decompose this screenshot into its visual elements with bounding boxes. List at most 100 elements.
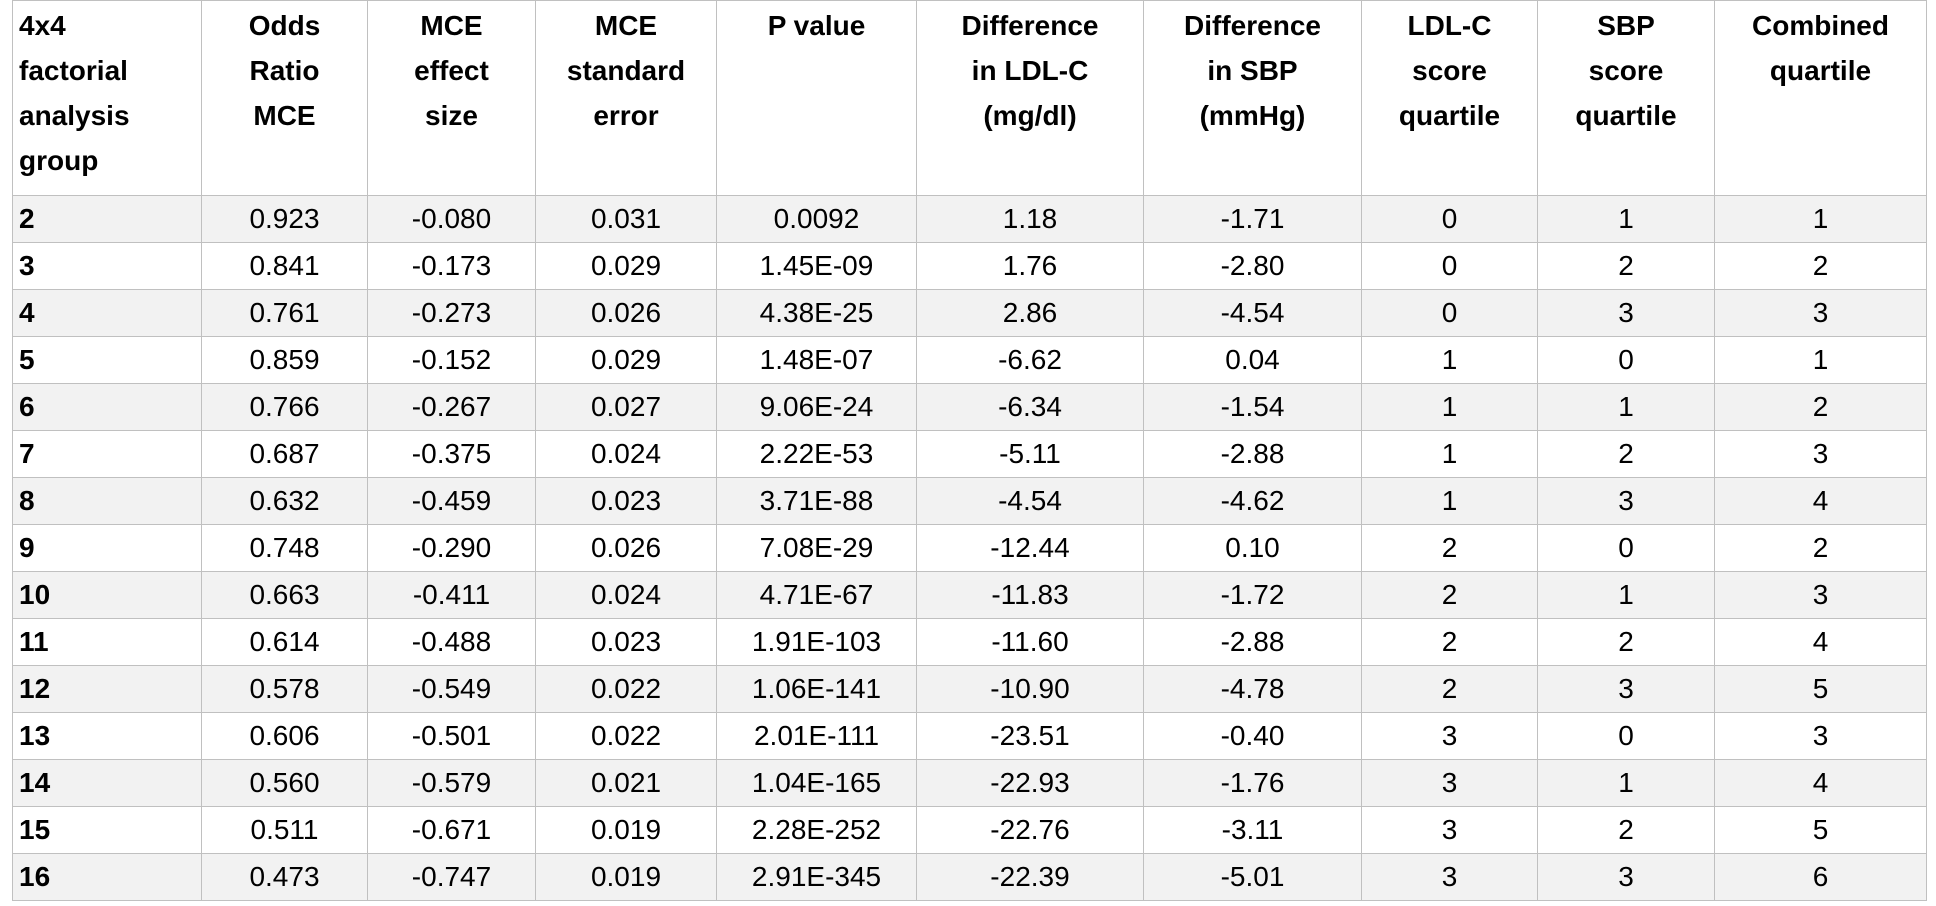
table-header: 4x4 factorial analysis group Odds Ratio MCE MCE… xyxy=(12,0,1927,196)
value-cell: 1 xyxy=(1361,383,1538,431)
value-cell: 0.031 xyxy=(535,195,717,243)
column-header: LDL-C score quartile xyxy=(1361,0,1538,196)
value-cell: -0.747 xyxy=(367,853,536,901)
column-header: Difference in SBP (mmHg) xyxy=(1143,0,1362,196)
value-cell: 0.024 xyxy=(535,430,717,478)
header-line: analysis xyxy=(19,100,130,131)
column-header: 4x4 factorial analysis group xyxy=(12,0,202,196)
group-cell: 9 xyxy=(12,524,202,572)
value-cell: 0.663 xyxy=(201,571,368,619)
value-cell: 1.48E-07 xyxy=(716,336,917,384)
table-row: 12 0.578 -0.549 0.022 1.06E-141 -10.90 -4.78 2 3… xyxy=(12,665,1927,713)
value-cell: 4.38E-25 xyxy=(716,289,917,337)
group-cell: 2 xyxy=(12,195,202,243)
value-cell: -11.83 xyxy=(916,571,1144,619)
value-cell: 3 xyxy=(1714,430,1927,478)
column-header: MCE standard error xyxy=(535,0,717,196)
header-line: MCE xyxy=(594,10,658,41)
value-cell: 0.761 xyxy=(201,289,368,337)
value-cell: 0.023 xyxy=(535,477,717,525)
value-cell: -6.34 xyxy=(916,383,1144,431)
value-cell: 2.01E-111 xyxy=(716,712,917,760)
value-cell: 0.0092 xyxy=(716,195,917,243)
value-cell: -1.71 xyxy=(1143,195,1362,243)
table-row: 10 0.663 -0.411 0.024 4.71E-67 -11.83 -1.72 2 1 3 xyxy=(12,571,1927,619)
table-row: 4 0.761 -0.273 0.026 4.38E-25 2.86 -4.54 0 3 3 xyxy=(12,289,1927,337)
value-cell: -5.11 xyxy=(916,430,1144,478)
value-cell: 0.022 xyxy=(535,712,717,760)
value-cell: 2 xyxy=(1361,524,1538,572)
table-row: 13 0.606 -0.501 0.022 2.01E-111 -23.51 -0.40 3 0… xyxy=(12,712,1927,760)
value-cell: 3 xyxy=(1361,759,1538,807)
header-line: in LDL-C xyxy=(971,55,1089,86)
value-cell: 1 xyxy=(1537,759,1715,807)
group-cell: 8 xyxy=(12,477,202,525)
value-cell: -0.488 xyxy=(367,618,536,666)
column-header: P value xyxy=(716,0,917,196)
table-row: 8 0.632 -0.459 0.023 3.71E-88 -4.54 -4.62 1 3 4 xyxy=(12,477,1927,525)
table-row: 3 0.841 -0.173 0.029 1.45E-09 1.76 -2.80 0 2 2 xyxy=(12,242,1927,290)
value-cell: -0.501 xyxy=(367,712,536,760)
value-cell: 0 xyxy=(1361,289,1538,337)
table-row: 11 0.614 -0.488 0.023 1.91E-103 -11.60 -2.88 2 2… xyxy=(12,618,1927,666)
value-cell: -4.54 xyxy=(916,477,1144,525)
value-cell: 4 xyxy=(1714,759,1927,807)
value-cell: 0.614 xyxy=(201,618,368,666)
value-cell: 9.06E-24 xyxy=(716,383,917,431)
value-cell: -0.273 xyxy=(367,289,536,337)
column-header: MCE effect size xyxy=(367,0,536,196)
value-cell: 0.606 xyxy=(201,712,368,760)
value-cell: 1 xyxy=(1537,571,1715,619)
value-cell: 2 xyxy=(1714,524,1927,572)
value-cell: 0.026 xyxy=(535,289,717,337)
value-cell: -0.290 xyxy=(367,524,536,572)
value-cell: 1 xyxy=(1714,336,1927,384)
group-cell: 5 xyxy=(12,336,202,384)
value-cell: -0.080 xyxy=(367,195,536,243)
value-cell: 0.560 xyxy=(201,759,368,807)
value-cell: -4.78 xyxy=(1143,665,1362,713)
value-cell: 0.10 xyxy=(1143,524,1362,572)
header-line: standard xyxy=(566,55,686,86)
column-header: Combined quartile xyxy=(1714,0,1927,196)
header-line: (mmHg) xyxy=(1199,100,1306,131)
header-line: size xyxy=(425,100,478,131)
value-cell: -4.54 xyxy=(1143,289,1362,337)
table-row: 14 0.560 -0.579 0.021 1.04E-165 -22.93 -1.76 3 1… xyxy=(12,759,1927,807)
value-cell: -0.459 xyxy=(367,477,536,525)
header-line: in SBP xyxy=(1207,55,1298,86)
value-cell: 0 xyxy=(1361,195,1538,243)
value-cell: 0.841 xyxy=(201,242,368,290)
value-cell: -1.72 xyxy=(1143,571,1362,619)
header-line: Ratio xyxy=(249,55,320,86)
value-cell: -0.579 xyxy=(367,759,536,807)
header-line: Odds xyxy=(248,10,321,41)
group-cell: 14 xyxy=(12,759,202,807)
value-cell: 3 xyxy=(1361,853,1538,901)
value-cell: -5.01 xyxy=(1143,853,1362,901)
data-table: 4x4 factorial analysis group Odds Ratio MCE MCE… xyxy=(12,0,1927,901)
value-cell: 0 xyxy=(1361,242,1538,290)
value-cell: 1 xyxy=(1361,336,1538,384)
value-cell: 1.76 xyxy=(916,242,1144,290)
group-cell: 16 xyxy=(12,853,202,901)
value-cell: 2 xyxy=(1537,242,1715,290)
header-line: Difference xyxy=(1184,10,1321,41)
column-header: Difference in LDL-C (mg/dl) xyxy=(916,0,1144,196)
value-cell: 0.024 xyxy=(535,571,717,619)
value-cell: 3 xyxy=(1714,712,1927,760)
value-cell: -0.40 xyxy=(1143,712,1362,760)
value-cell: 3 xyxy=(1537,477,1715,525)
group-cell: 11 xyxy=(12,618,202,666)
value-cell: 0.578 xyxy=(201,665,368,713)
value-cell: -2.88 xyxy=(1143,618,1362,666)
value-cell: -12.44 xyxy=(916,524,1144,572)
value-cell: -2.80 xyxy=(1143,242,1362,290)
header-line: SBP xyxy=(1597,10,1655,41)
value-cell: -1.76 xyxy=(1143,759,1362,807)
value-cell: 4 xyxy=(1714,477,1927,525)
value-cell: 0.473 xyxy=(201,853,368,901)
value-cell: 0.026 xyxy=(535,524,717,572)
value-cell: 2 xyxy=(1361,571,1538,619)
group-cell: 3 xyxy=(12,242,202,290)
